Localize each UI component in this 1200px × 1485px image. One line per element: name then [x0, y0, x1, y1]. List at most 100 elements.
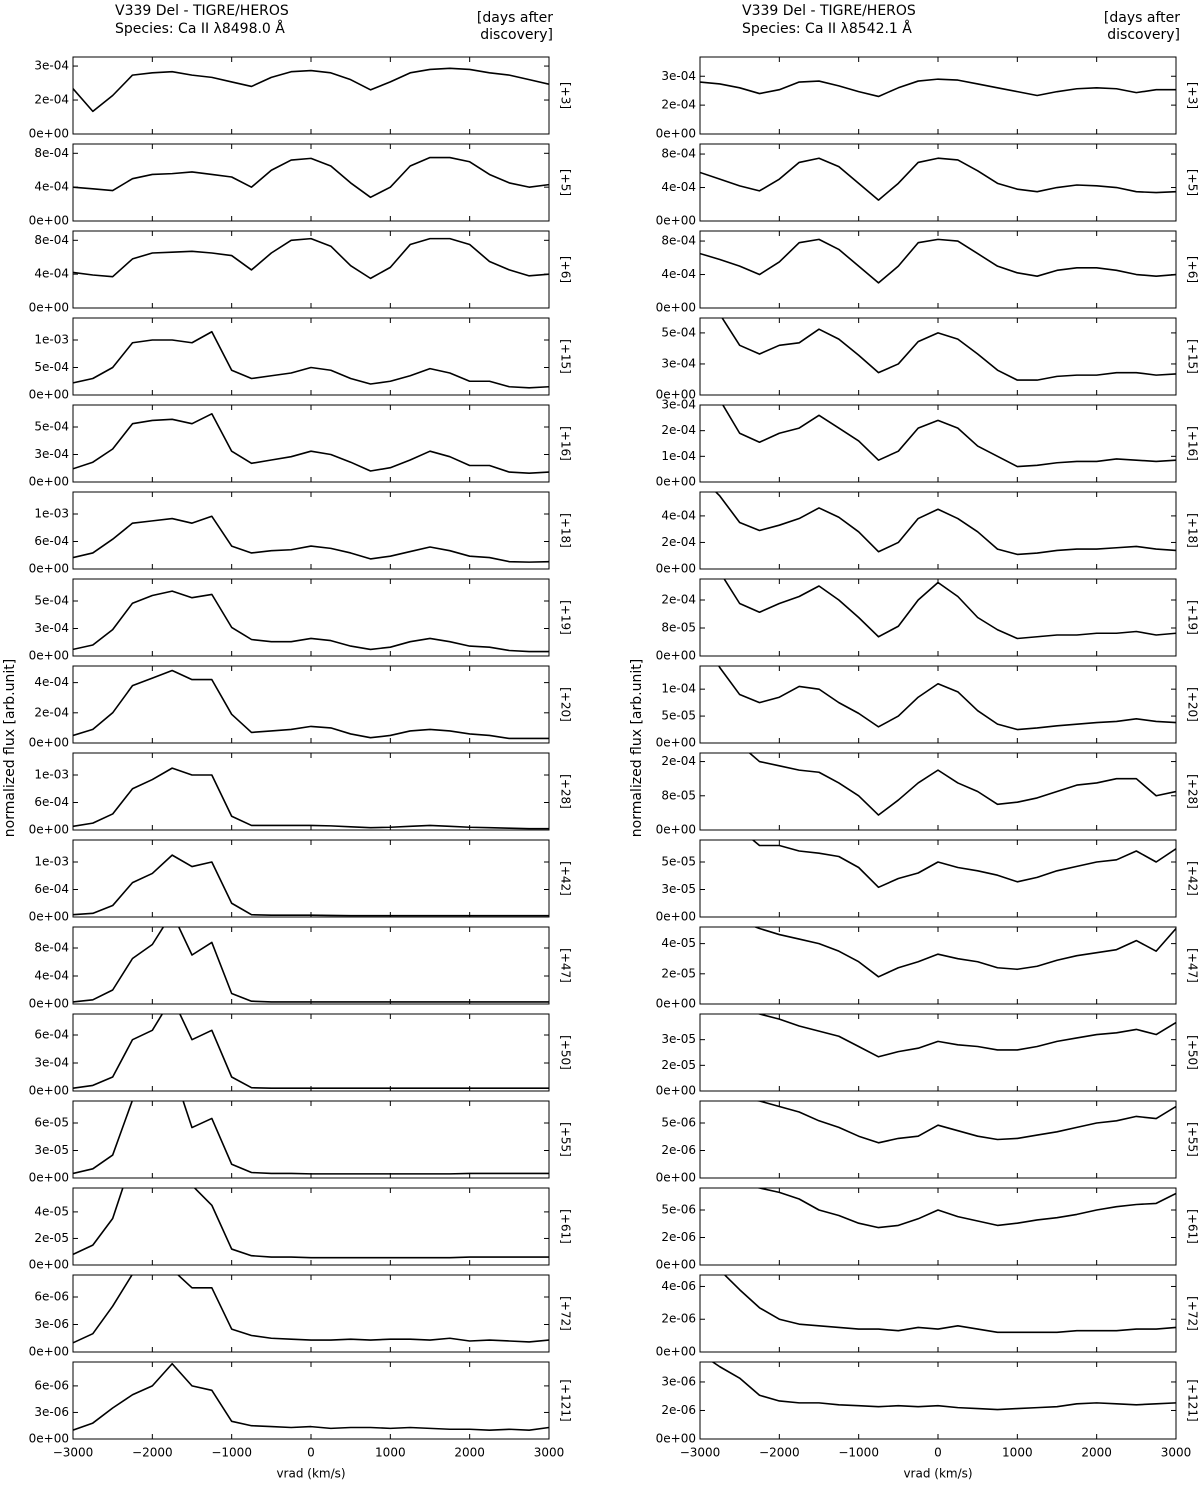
spectrum-line — [700, 157, 1176, 201]
chart-title: V339 Del - TIGRE/HEROS — [115, 3, 289, 19]
panel: 0e+00 2e-04 3e-04 [+3] — [29, 56, 573, 141]
panel: 0e+00 4e-04 8e-04 [+47] — [29, 926, 573, 1011]
panel: 0e+00 5e-04 1e-03 [+15] — [29, 317, 573, 402]
y-tick-label: 0e+00 — [29, 127, 69, 141]
panel: 0e+00 2e-04 3e-04 [+3] — [656, 56, 1200, 141]
y-tick-label: 4e-05 — [34, 1204, 69, 1218]
y-tick-label: 1e-03 — [34, 507, 69, 521]
spectrum-line — [700, 238, 1176, 284]
y-tick-label: 0e+00 — [656, 736, 696, 750]
y-tick-label: 4e-04 — [661, 267, 696, 281]
y-tick-label: 0e+00 — [29, 1345, 69, 1359]
panel-label: [+5] — [559, 169, 573, 196]
spectrum-line — [748, 753, 1176, 816]
y-tick-label: 5e-06 — [661, 1203, 696, 1217]
x-tick-label: −1000 — [838, 1446, 879, 1460]
x-tick-label: −3000 — [680, 1446, 721, 1460]
spectrum-line — [723, 1275, 1176, 1334]
panel-frame — [72, 1361, 550, 1440]
y-tick-label: 0e+00 — [29, 997, 69, 1011]
spectrum-line — [73, 515, 549, 563]
y-tick-label: 3e-04 — [34, 59, 69, 73]
y-tick-label: 2e-06 — [661, 1230, 696, 1244]
spectrum-line — [714, 492, 1176, 556]
y-tick-label: 4e-04 — [34, 267, 69, 281]
y-tick-label: 8e-04 — [34, 941, 69, 955]
spectrum-line — [754, 1188, 1176, 1229]
panel-label: [+18] — [559, 513, 573, 548]
panel-label: [+42] — [559, 861, 573, 896]
x-tick-label: −1000 — [211, 1446, 252, 1460]
y-tick-label: 8e-04 — [661, 147, 696, 161]
panel: 0e+00 3e-04 5e-04 [+15] — [656, 317, 1200, 402]
y-tick-label: 5e-05 — [661, 855, 696, 869]
panel-frame — [699, 665, 1177, 744]
y-tick-label: 8e-05 — [661, 621, 696, 635]
y-tick-label: 0e+00 — [29, 562, 69, 576]
panel: 0e+00 1e-04 2e-04 3e-04 [+16] — [656, 398, 1200, 489]
panel-frame — [72, 143, 550, 222]
spectrum-line — [73, 1188, 549, 1259]
x-axis-label: vrad (km/s) — [903, 1467, 972, 1481]
y-tick-label: 8e-04 — [661, 234, 696, 248]
panel: 0e+00 5e-05 1e-04 [+20] — [656, 665, 1200, 750]
y-tick-label: 2e-04 — [661, 535, 696, 549]
y-tick-label: 0e+00 — [656, 214, 696, 228]
panel-frame — [699, 1187, 1177, 1266]
y-tick-label: 0e+00 — [656, 1345, 696, 1359]
panel-frame — [699, 491, 1177, 570]
x-tick-label: 1000 — [375, 1446, 406, 1460]
panel-frame — [699, 1361, 1177, 1440]
y-tick-label: 2e-04 — [34, 93, 69, 107]
x-tick-label: 0 — [307, 1446, 315, 1460]
panel-frame — [72, 1100, 550, 1179]
panel-label: [+19] — [1186, 600, 1200, 635]
panel-frame — [72, 752, 550, 831]
spectrum-line — [751, 840, 1176, 889]
spectrum-line — [721, 318, 1176, 381]
panel-label: [+3] — [1186, 82, 1200, 109]
panel-label: [+50] — [1186, 1035, 1200, 1070]
panel-frame — [72, 317, 550, 396]
spectrum-line — [700, 78, 1176, 98]
x-tick-label: 2000 — [1081, 1446, 1112, 1460]
panel: 0e+00 4e-04 8e-04 [+6] — [29, 230, 573, 315]
x-tick-label: −2000 — [132, 1446, 173, 1460]
panel: 0e+00 2e-06 5e-06 [+55] — [656, 1100, 1200, 1185]
panel-label: [+47] — [559, 948, 573, 983]
spectrum-line — [73, 67, 549, 113]
y-tick-label: 3e-04 — [661, 398, 696, 412]
y-tick-label: 1e-03 — [34, 768, 69, 782]
panel: 0e+00 3e-04 5e-04 [+19] — [29, 578, 573, 663]
panel: 0e+00 6e-04 1e-03 [+28] — [29, 752, 573, 837]
panel-label: [+16] — [1186, 426, 1200, 461]
y-tick-label: 0e+00 — [29, 1258, 69, 1272]
y-tick-label: 5e-04 — [661, 325, 696, 339]
panel-label: [+28] — [559, 774, 573, 809]
panel: 0e+00 4e-04 8e-04 [+6] — [656, 230, 1200, 315]
spectrum-line — [73, 590, 549, 653]
y-tick-label: 1e-04 — [661, 449, 696, 463]
y-tick-label: 2e-04 — [661, 754, 696, 768]
y-tick-label: 3e-05 — [34, 1143, 69, 1157]
y-tick-label: 6e-04 — [34, 1028, 69, 1042]
panel-label: [+20] — [1186, 687, 1200, 722]
spectrum-line — [723, 579, 1176, 640]
spectrum-line — [711, 1362, 1176, 1411]
y-tick-label: 0e+00 — [656, 649, 696, 663]
y-tick-label: 0e+00 — [656, 562, 696, 576]
y-tick-label: 4e-04 — [34, 675, 69, 689]
y-tick-label: 2e-04 — [34, 705, 69, 719]
y-tick-label: 2e-05 — [661, 1058, 696, 1072]
panel: 0e+00 2e-05 4e-05 [+47] — [656, 926, 1200, 1011]
y-tick-label: 0e+00 — [29, 910, 69, 924]
y-tick-label: 0e+00 — [29, 1171, 69, 1185]
panel-label: [+6] — [1186, 256, 1200, 283]
x-axis-label: vrad (km/s) — [276, 1467, 345, 1481]
panel: 0e+00 2e-06 5e-06 [+61] — [656, 1187, 1200, 1272]
note: [days after discovery] — [1103, 10, 1180, 43]
y-tick-label: 4e-05 — [661, 936, 696, 950]
chart-title: V339 Del - TIGRE/HEROS — [742, 3, 916, 19]
panel: 0e+00 3e-04 6e-04 [+50] — [29, 1013, 573, 1098]
panel-label: [+3] — [559, 82, 573, 109]
